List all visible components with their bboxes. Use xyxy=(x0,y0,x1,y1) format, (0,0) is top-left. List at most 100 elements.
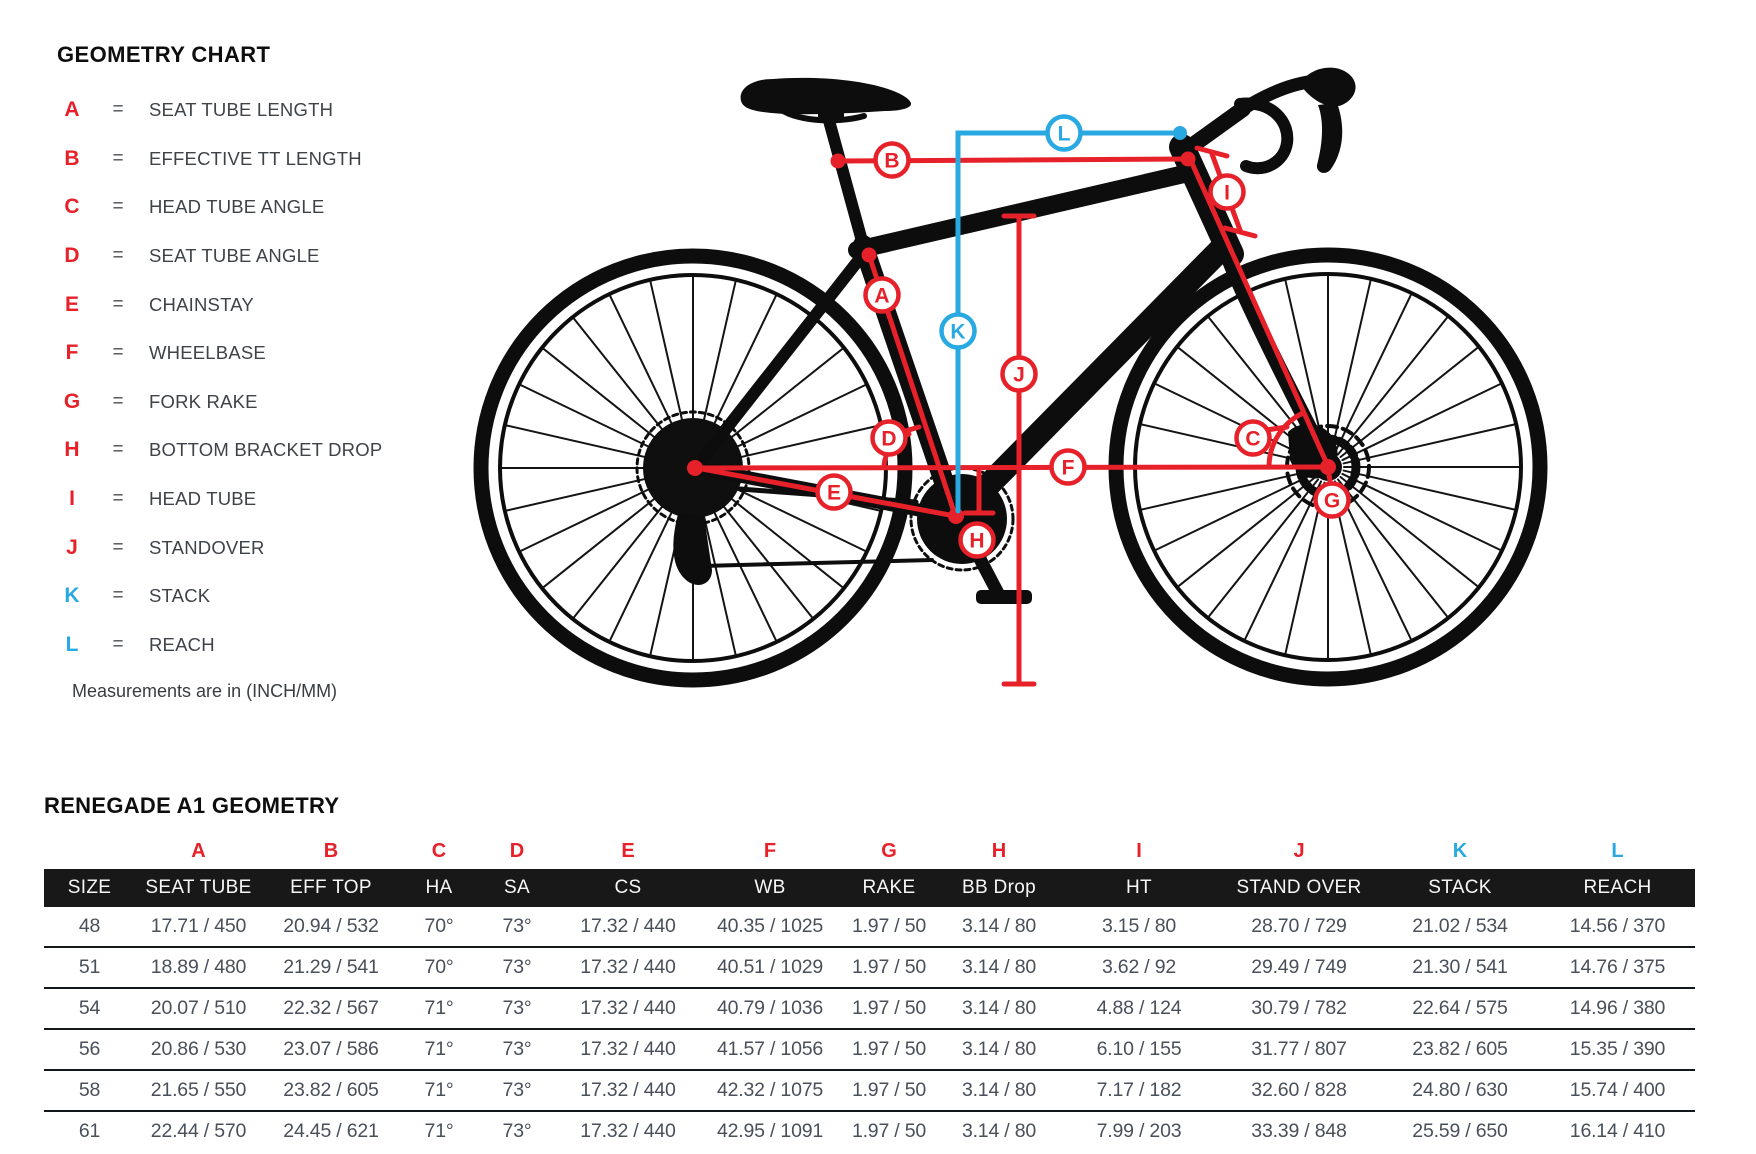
value-cell: 24.45 / 621 xyxy=(283,1120,379,1142)
value-cell: 20.07 / 510 xyxy=(135,988,262,1030)
value-cell: 1.97 / 50 xyxy=(840,1029,938,1071)
callout-b: B xyxy=(873,141,911,179)
column-letter-f: F xyxy=(763,840,777,862)
seat-clamp xyxy=(818,102,844,122)
column-header: SA xyxy=(478,869,556,907)
brake-lever xyxy=(1316,103,1343,173)
value-cell: 14.96 / 380 xyxy=(1540,988,1695,1030)
value-cell: 28.70 / 729 xyxy=(1218,907,1380,948)
size-cell: 51 xyxy=(44,947,135,989)
column-letter-c: C xyxy=(431,840,447,862)
size-cell: 61 xyxy=(78,1120,101,1142)
value-cell: 7.17 / 182 xyxy=(1060,1070,1218,1112)
legend-letter: E xyxy=(64,292,79,316)
legend-item-e: E = CHAINSTAY xyxy=(57,280,477,329)
value-cell: 17.32 / 440 xyxy=(556,907,700,948)
svg-text:H: H xyxy=(969,530,984,553)
column-header: HA xyxy=(400,869,478,907)
column-letter-d: D xyxy=(509,840,525,862)
legend-label: SEAT TUBE LENGTH xyxy=(149,99,334,121)
value-cell: 15.35 / 390 xyxy=(1540,1029,1695,1071)
callout-i: I xyxy=(1208,173,1246,211)
equals-sign: = xyxy=(112,245,124,267)
column-letter-e: E xyxy=(621,840,635,862)
value-cell: 3.62 / 92 xyxy=(1060,947,1218,989)
seatpost xyxy=(819,100,871,258)
column-header: STAND OVER xyxy=(1218,869,1380,907)
down-tube xyxy=(947,235,1235,527)
value-cell: 15.74 / 400 xyxy=(1540,1070,1695,1112)
table-row-size-48: 48 17.71 / 450 20.94 / 532 70° 73° 17.32 / 44… xyxy=(44,907,1695,948)
table-row-size-56: 56 20.86 / 530 23.07 / 586 71° 73° 17.32 / 44… xyxy=(44,1029,1695,1071)
legend-item-k: K = STACK xyxy=(57,572,477,621)
column-letter-j: J xyxy=(1293,840,1305,862)
equals-sign: = xyxy=(112,633,124,655)
svg-text:B: B xyxy=(884,150,899,173)
seatstay xyxy=(691,251,867,472)
size-cell: 56 xyxy=(44,1029,135,1071)
column-header: RAKE xyxy=(840,869,938,907)
equals-sign: = xyxy=(112,390,124,412)
value-cell: 17.32 / 440 xyxy=(556,947,700,989)
value-cell: 20.86 / 530 xyxy=(135,1029,262,1071)
legend-label: FORK RAKE xyxy=(149,390,258,412)
column-header: EFF TOP xyxy=(262,869,400,907)
bar-drop xyxy=(1234,97,1294,175)
value-cell: 17.32 / 440 xyxy=(556,988,700,1030)
value-cell: 21.65 / 550 xyxy=(135,1070,262,1112)
callout-c: C xyxy=(1234,419,1272,457)
legend: A = SEAT TUBE LENGTH B = EFFECTIVE TT LENGTH C… xyxy=(57,86,477,669)
legend-item-b: B = EFFECTIVE TT LENGTH xyxy=(57,135,477,184)
svg-text:D: D xyxy=(881,428,896,451)
value-cell: 1.97 / 50 xyxy=(840,1070,938,1112)
legend-label: EFFECTIVE TT LENGTH xyxy=(149,147,362,169)
value-cell: 7.99 / 203 xyxy=(1096,1120,1182,1142)
value-cell: 6.10 / 155 xyxy=(1060,1029,1218,1071)
bike-geometry-diagram: A B C D E F G H I J K L xyxy=(473,67,1548,688)
diagram-callouts: A B C D E F G H I J K L xyxy=(815,114,1351,559)
svg-text:L: L xyxy=(1058,123,1071,146)
value-cell: 42.32 / 1075 xyxy=(700,1070,840,1112)
legend-label: BOTTOM BRACKET DROP xyxy=(149,439,383,461)
table-row-size-54: 54 20.07 / 510 22.32 / 567 71° 73° 17.32 / 44… xyxy=(44,988,1695,1030)
arc-c-head-angle xyxy=(1266,410,1306,469)
value-cell: 3.14 / 80 xyxy=(961,1120,1037,1142)
column-letter-h: H xyxy=(991,840,1007,862)
value-cell: 42.95 / 1091 xyxy=(716,1120,824,1142)
column-header: SIZE xyxy=(44,869,135,907)
value-cell: 73° xyxy=(502,1120,532,1142)
measurement-units-note: Measurements are in (INCH/MM) xyxy=(72,681,338,701)
callout-g: G xyxy=(1313,481,1351,519)
column-letter-g: G xyxy=(881,840,897,862)
callout-d: D xyxy=(870,419,908,457)
svg-text:C: C xyxy=(1245,428,1260,451)
measurement-endpoint-dots xyxy=(687,151,1336,524)
equals-sign: = xyxy=(112,196,124,218)
legend-letter: L xyxy=(65,632,79,656)
legend-label: HEAD TUBE xyxy=(149,488,257,510)
value-cell: 21.29 / 541 xyxy=(262,947,400,989)
value-cell: 23.07 / 586 xyxy=(262,1029,400,1071)
value-cell: 32.60 / 828 xyxy=(1218,1070,1380,1112)
equals-sign: = xyxy=(112,439,124,461)
equals-sign: = xyxy=(112,293,124,315)
value-cell: 18.89 / 480 xyxy=(135,947,262,989)
legend-label: SEAT TUBE ANGLE xyxy=(149,245,320,267)
svg-text:A: A xyxy=(874,285,889,308)
legend-letter: G xyxy=(63,389,81,413)
table-header-row: SIZE SEAT TUBE EFF TOP HA SA CS WB RAKE BB Drop H… xyxy=(44,869,1695,907)
value-cell: 29.49 / 749 xyxy=(1218,947,1380,989)
value-cell: 40.35 / 1025 xyxy=(700,907,840,948)
legend-letter: H xyxy=(64,438,80,462)
legend-item-c: C = HEAD TUBE ANGLE xyxy=(57,183,477,232)
svg-text:I: I xyxy=(1224,182,1230,205)
value-cell: 71° xyxy=(400,1070,478,1112)
value-cell: 41.57 / 1056 xyxy=(700,1029,840,1071)
value-cell: 40.79 / 1036 xyxy=(700,988,840,1030)
value-cell: 3.14 / 80 xyxy=(938,907,1060,948)
value-cell: 1.97 / 50 xyxy=(851,1120,927,1142)
size-cell: 48 xyxy=(44,907,135,948)
value-cell: 1.97 / 50 xyxy=(840,988,938,1030)
value-cell: 14.56 / 370 xyxy=(1540,907,1695,948)
equals-sign: = xyxy=(112,585,124,607)
